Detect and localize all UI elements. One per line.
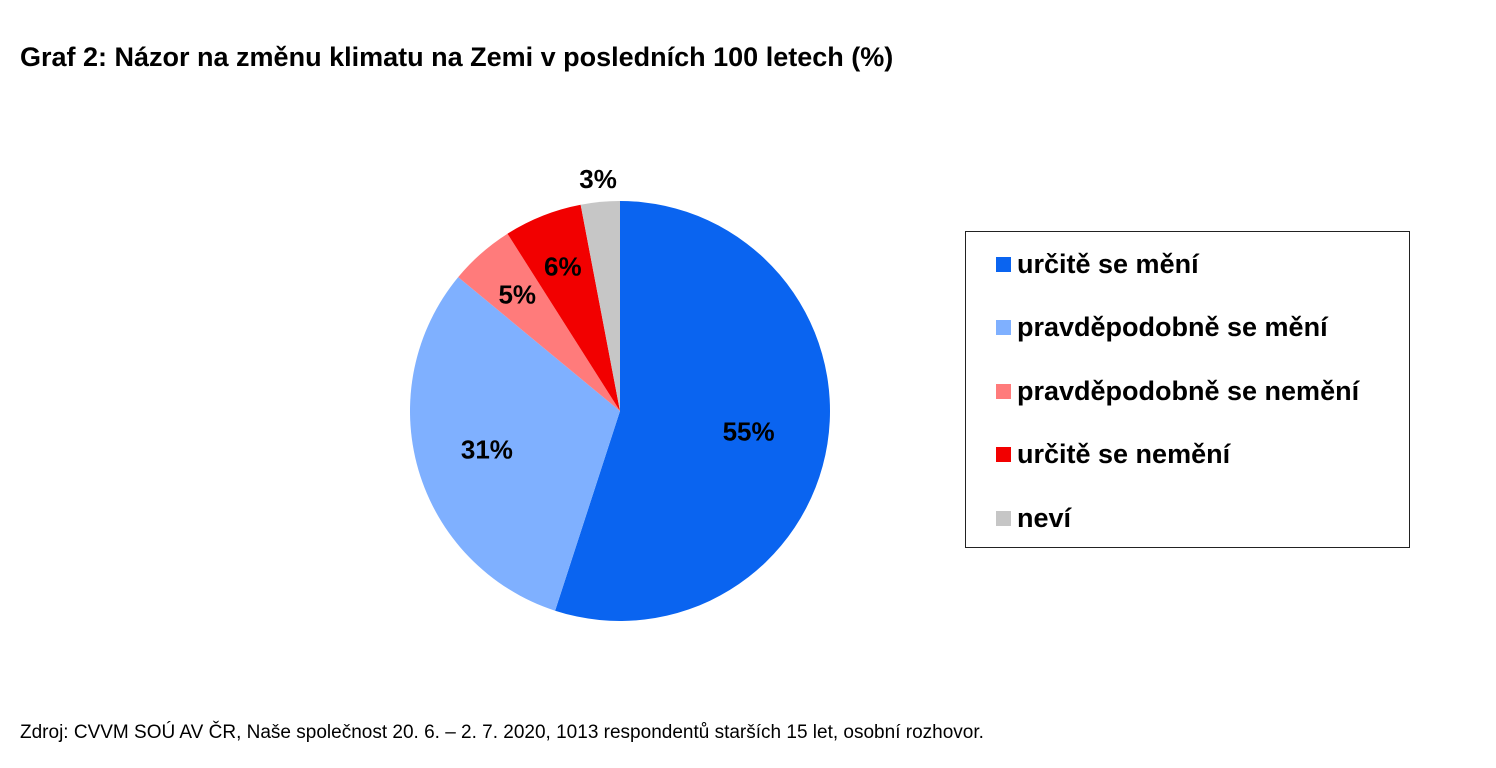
pie-slice-4 [507,204,620,411]
legend-swatch [996,256,1011,272]
legend-swatch [996,383,1011,399]
source-note: Zdroj: CVVM SOÚ AV ČR, Naše společnost 2… [20,722,984,743]
slice-label-3: 5% [498,279,536,309]
slice-label-2: 31% [461,435,513,465]
legend-item-2: pravděpodobně se mění [996,312,1328,343]
legend-label: pravděpodobně se mění [1017,312,1328,342]
chart-title: Graf 2: Názor na změnu klimatu na Zemi v… [20,42,894,72]
legend-swatch [996,320,1011,335]
pie-slice-5 [580,201,620,411]
legend-label: neví [1017,502,1072,533]
legend: určitě se mění pravděpodobně se mění pravd… [965,231,1410,548]
legend-item-3: pravděpodobně se nemění [996,376,1359,406]
legend-item-1: určitě se mění [996,249,1199,279]
legend-label: určitě se mění [1017,248,1199,279]
legend-swatch [996,510,1011,526]
pie-slice-1 [555,201,830,621]
legend-item-5: neví [996,503,1071,533]
pie-slice-2 [409,277,620,611]
legend-swatch [996,447,1011,462]
slice-label-1: 55% [723,416,775,446]
pie-slice-3 [458,233,620,411]
legend-label: pravděpodobně se nemění [1017,375,1360,406]
legend-item-4: určitě se nemění [996,439,1231,470]
slice-label-5: 3% [579,164,617,194]
legend-label: určitě se nemění [1017,439,1231,469]
slice-label-4: 6% [544,252,582,282]
